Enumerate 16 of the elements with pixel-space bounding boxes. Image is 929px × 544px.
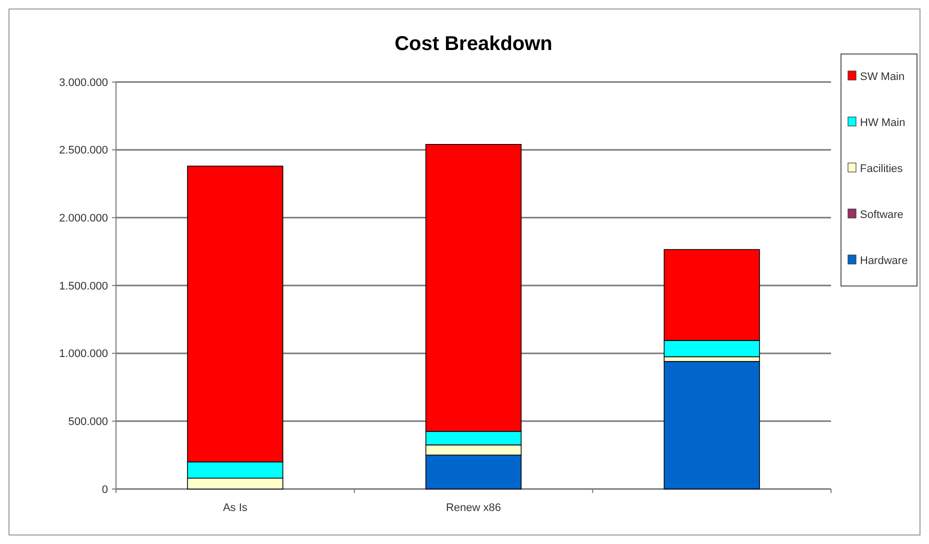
- legend-label: Software: [860, 208, 904, 221]
- y-tick-label: 1.500.000: [59, 280, 108, 292]
- y-tick-label: 0: [102, 484, 108, 496]
- y-tick-label: 500.000: [68, 416, 108, 428]
- bar: [664, 361, 760, 490]
- y-tick-label: 3.000.000: [59, 76, 108, 89]
- y-tick-label: 2.000.000: [59, 212, 108, 225]
- x-tick-label: As Is: [222, 502, 248, 514]
- y-tick-label: 2.500.000: [59, 144, 108, 157]
- legend-label: SW Main: [860, 70, 905, 83]
- chart-title: Cost Breakdown: [394, 33, 552, 55]
- legend-label: Facilities: [860, 162, 904, 175]
- x-tick-label: Renew x86: [446, 502, 502, 514]
- legend-label: HW Main: [860, 116, 906, 129]
- legend-label: Hardware: [860, 254, 908, 267]
- y-tick-label: 1.000.000: [59, 348, 108, 360]
